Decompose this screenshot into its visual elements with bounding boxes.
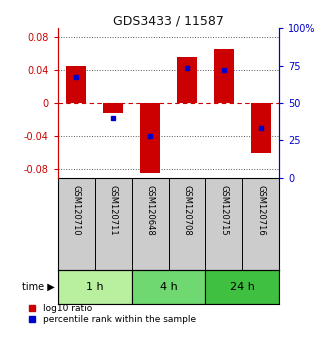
Text: 1 h: 1 h [86,282,103,292]
Text: 24 h: 24 h [230,282,255,292]
Bar [140,103,160,173]
Bar [58,270,132,304]
Text: GSM120710: GSM120710 [72,185,81,236]
Text: GSM120715: GSM120715 [219,185,229,236]
Text: 4 h: 4 h [160,282,178,292]
Text: time ▶: time ▶ [22,282,55,292]
Bar [214,49,234,103]
Legend: log10 ratio, percentile rank within the sample: log10 ratio, percentile rank within the … [29,304,196,324]
Bar [177,57,197,103]
Bar [132,270,205,304]
Text: GSM120716: GSM120716 [256,185,265,236]
Bar [251,103,271,153]
Bar [103,103,123,113]
Text: GSM120648: GSM120648 [145,185,155,236]
Text: GSM120711: GSM120711 [108,185,118,236]
Text: GSM120708: GSM120708 [182,185,192,236]
Title: GDS3433 / 11587: GDS3433 / 11587 [113,14,224,27]
Bar [66,67,86,103]
Bar [205,270,279,304]
